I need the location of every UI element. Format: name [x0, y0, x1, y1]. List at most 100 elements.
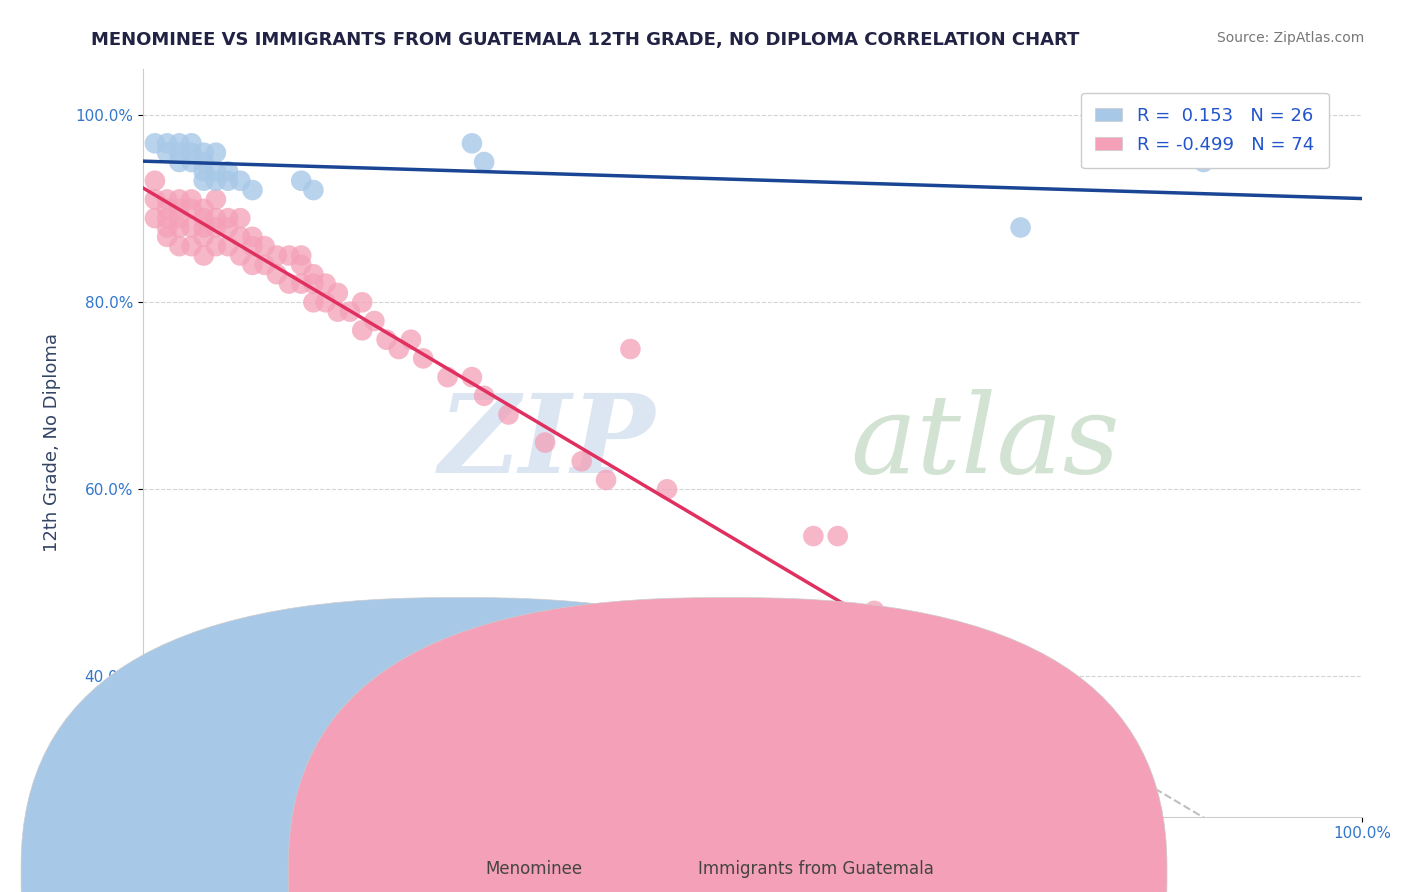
Point	[375, 333, 398, 347]
Point	[180, 220, 202, 235]
Point	[156, 220, 179, 235]
Point	[863, 604, 886, 618]
Point	[242, 230, 264, 244]
Point	[193, 220, 215, 235]
Point	[156, 136, 179, 151]
Point	[193, 174, 215, 188]
Point	[242, 239, 264, 253]
Text: Source: ZipAtlas.com: Source: ZipAtlas.com	[1216, 31, 1364, 45]
Point	[534, 435, 557, 450]
Point	[253, 239, 276, 253]
Point	[217, 174, 239, 188]
Point	[619, 342, 641, 356]
Point	[169, 239, 191, 253]
Point	[193, 145, 215, 160]
Point	[229, 211, 252, 226]
Point	[461, 136, 484, 151]
Point	[156, 202, 179, 216]
Text: Menominee: Menominee	[485, 860, 583, 878]
Point	[302, 295, 325, 310]
Point	[229, 248, 252, 262]
Point	[217, 164, 239, 178]
Point	[169, 202, 191, 216]
Point	[571, 454, 593, 468]
Point	[655, 483, 678, 497]
Point	[266, 267, 288, 281]
Point	[180, 136, 202, 151]
Point	[315, 277, 337, 291]
Point	[229, 174, 252, 188]
Point	[924, 735, 946, 749]
Point	[180, 155, 202, 169]
Point	[290, 258, 312, 272]
Point	[205, 164, 228, 178]
Point	[193, 202, 215, 216]
Point	[363, 314, 385, 328]
Point	[339, 304, 361, 318]
Point	[169, 136, 191, 151]
Y-axis label: 12th Grade, No Diploma: 12th Grade, No Diploma	[44, 333, 60, 552]
Point	[169, 155, 191, 169]
Text: ZIP: ZIP	[439, 389, 655, 496]
Point	[180, 202, 202, 216]
Point	[193, 164, 215, 178]
Point	[193, 248, 215, 262]
Point	[352, 323, 374, 337]
Point	[242, 183, 264, 197]
Point	[388, 342, 411, 356]
Point	[887, 716, 910, 731]
Point	[143, 174, 166, 188]
Point	[205, 239, 228, 253]
Point	[180, 145, 202, 160]
Legend: R =  0.153   N = 26, R = -0.499   N = 74: R = 0.153 N = 26, R = -0.499 N = 74	[1081, 93, 1329, 169]
Point	[302, 277, 325, 291]
Point	[156, 145, 179, 160]
Point	[266, 248, 288, 262]
Point	[193, 155, 215, 169]
Point	[290, 174, 312, 188]
Point	[412, 351, 434, 366]
Point	[302, 183, 325, 197]
Point	[472, 155, 495, 169]
Point	[143, 136, 166, 151]
Point	[143, 193, 166, 207]
Point	[205, 145, 228, 160]
Point	[1192, 155, 1215, 169]
Point	[180, 239, 202, 253]
Point	[461, 370, 484, 384]
Point	[205, 220, 228, 235]
Point	[169, 220, 191, 235]
Point	[278, 277, 301, 291]
Point	[169, 211, 191, 226]
Point	[205, 174, 228, 188]
Point	[156, 193, 179, 207]
Point	[290, 248, 312, 262]
Point	[180, 193, 202, 207]
Text: MENOMINEE VS IMMIGRANTS FROM GUATEMALA 12TH GRADE, NO DIPLOMA CORRELATION CHART: MENOMINEE VS IMMIGRANTS FROM GUATEMALA 1…	[91, 31, 1080, 49]
Point	[143, 211, 166, 226]
Point	[472, 389, 495, 403]
Point	[205, 211, 228, 226]
Point	[253, 258, 276, 272]
Point	[1010, 220, 1032, 235]
Point	[302, 267, 325, 281]
Point	[595, 473, 617, 487]
Point	[242, 258, 264, 272]
Point	[229, 230, 252, 244]
Point	[169, 193, 191, 207]
Text: Immigrants from Guatemala: Immigrants from Guatemala	[697, 860, 934, 878]
Point	[315, 295, 337, 310]
Point	[436, 370, 458, 384]
Point	[399, 333, 422, 347]
Point	[205, 193, 228, 207]
Point	[217, 211, 239, 226]
Point	[193, 211, 215, 226]
Point	[217, 220, 239, 235]
Point	[290, 277, 312, 291]
Point	[352, 295, 374, 310]
Point	[827, 529, 849, 543]
Point	[326, 285, 349, 300]
Point	[217, 239, 239, 253]
Point	[498, 408, 520, 422]
Point	[156, 230, 179, 244]
